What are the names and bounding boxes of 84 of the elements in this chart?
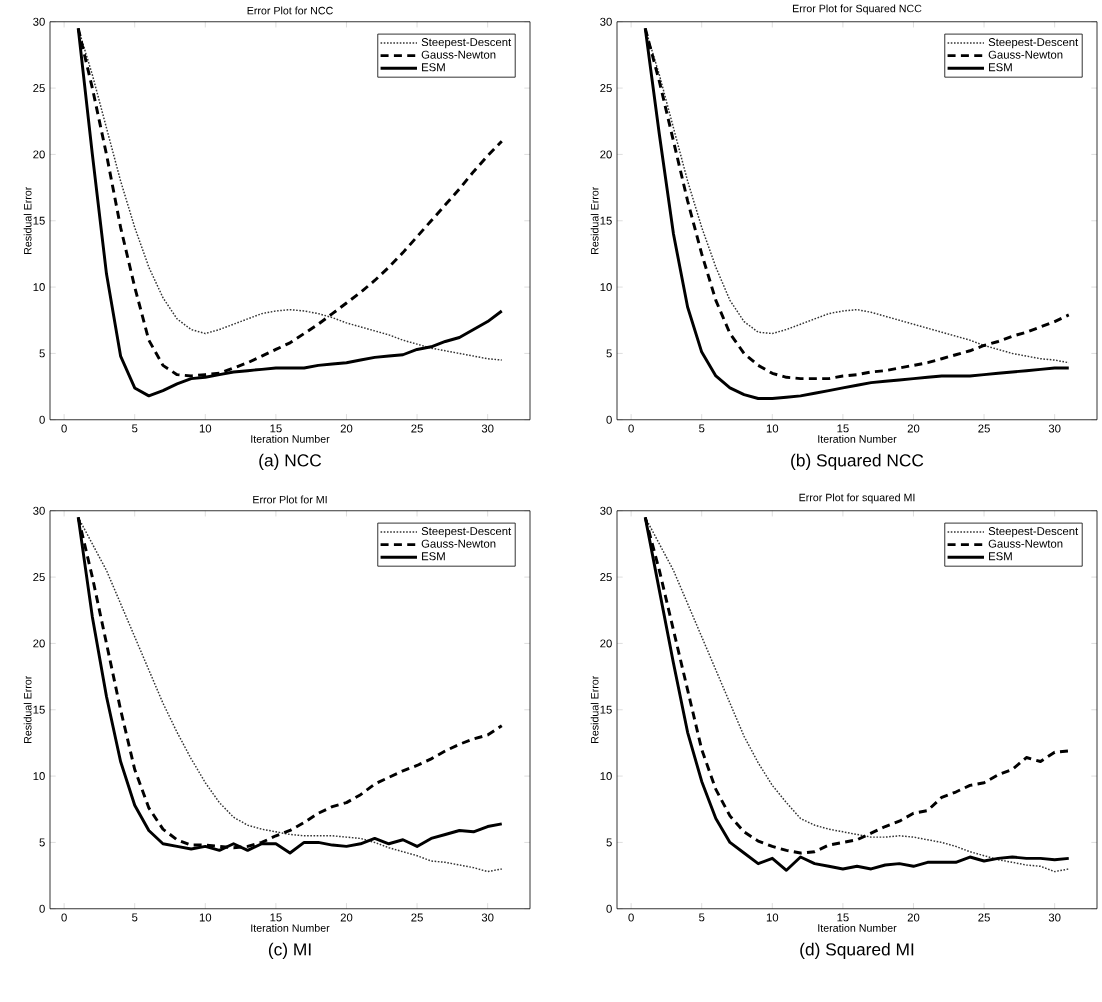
legend-label: Steepest-Descent xyxy=(421,38,512,49)
x-tick-label: 5 xyxy=(699,913,705,922)
legend-label: ESM xyxy=(989,552,1012,561)
x-tick-label: 15 xyxy=(270,913,282,922)
x-tick-label: 10 xyxy=(766,424,779,433)
legend-label: ESM xyxy=(989,63,1012,72)
x-tick-label: 5 xyxy=(132,424,138,433)
y-tick-label: 0 xyxy=(39,904,45,913)
chart-title: Error Plot for Squared NCC xyxy=(792,4,922,15)
y-tick-label: 5 xyxy=(39,349,45,358)
text: (b) Squared NCC xyxy=(791,453,924,471)
y-tick-label: 10 xyxy=(33,772,45,781)
y-tick-label: 30 xyxy=(600,506,612,515)
y-axis-title: Residual Error xyxy=(590,676,599,744)
x-tick-label: 30 xyxy=(481,424,494,433)
x-tick-label: 0 xyxy=(628,913,634,922)
x-tick-label: 0 xyxy=(61,913,67,922)
x-tick-label: 30 xyxy=(481,913,494,922)
x-tick-label: 5 xyxy=(699,424,705,433)
y-tick-label: 5 xyxy=(39,838,45,847)
x-tick-label: 25 xyxy=(978,913,990,922)
x-axis-title: Iteration Number xyxy=(251,924,330,932)
y-tick-label: 30 xyxy=(600,17,612,26)
legend-label: Gauss-Newton xyxy=(988,50,1063,59)
y-tick-label: 25 xyxy=(33,573,45,582)
text: (c) MI xyxy=(268,942,311,960)
y-tick-label: 30 xyxy=(33,506,45,515)
y-tick-label: 10 xyxy=(600,772,612,781)
chart-title: Error Plot for NCC xyxy=(247,6,333,15)
x-tick-label: 30 xyxy=(1048,913,1061,922)
y-tick-label: 30 xyxy=(33,17,45,26)
y-tick-label: 20 xyxy=(600,150,612,159)
text: (d) Squared MI xyxy=(800,942,914,960)
x-tick-label: 15 xyxy=(270,424,282,433)
x-axis-title: Iteration Number xyxy=(251,435,330,443)
legend-label: Steepest-Descent xyxy=(988,38,1079,49)
x-tick-label: 10 xyxy=(766,913,779,922)
y-tick-label: 5 xyxy=(606,838,612,847)
y-tick-label: 15 xyxy=(600,705,612,714)
y-tick-label: 25 xyxy=(600,84,612,93)
y-tick-label: 15 xyxy=(33,705,45,714)
y-tick-label: 15 xyxy=(33,216,45,225)
y-tick-label: 5 xyxy=(606,349,612,358)
y-tick-label: 20 xyxy=(600,639,612,648)
x-tick-label: 25 xyxy=(411,913,423,922)
y-tick-label: 20 xyxy=(33,639,45,648)
x-tick-label: 0 xyxy=(628,424,634,433)
x-tick-label: 15 xyxy=(837,424,849,433)
x-tick-label: 20 xyxy=(907,913,920,922)
legend-label: Gauss-Newton xyxy=(421,50,496,59)
text: (a) NCC xyxy=(259,453,322,471)
x-axis-title: Iteration Number xyxy=(818,435,897,443)
y-tick-label: 0 xyxy=(39,415,45,424)
x-tick-label: 5 xyxy=(132,913,138,922)
x-tick-label: 25 xyxy=(411,424,423,433)
y-tick-label: 10 xyxy=(33,283,45,292)
x-tick-label: 20 xyxy=(340,913,353,922)
y-tick-label: 15 xyxy=(600,216,612,225)
legend-label: Gauss-Newton xyxy=(988,539,1063,548)
x-tick-label: 0 xyxy=(61,424,67,433)
y-axis-title: Residual Error xyxy=(23,676,32,744)
legend-label: Gauss-Newton xyxy=(421,539,496,548)
x-tick-label: 10 xyxy=(199,913,212,922)
legend-label: Steepest-Descent xyxy=(988,527,1079,538)
y-axis-title: Residual Error xyxy=(23,187,32,255)
y-tick-label: 25 xyxy=(600,573,612,582)
chart-title: Error Plot for MI xyxy=(253,495,327,504)
x-tick-label: 20 xyxy=(340,424,353,433)
legend-label: Steepest-Descent xyxy=(421,527,512,538)
y-tick-label: 25 xyxy=(33,84,45,93)
legend-label: ESM xyxy=(422,552,445,561)
y-tick-label: 20 xyxy=(33,150,45,159)
x-tick-label: 25 xyxy=(978,424,990,433)
x-tick-label: 20 xyxy=(907,424,920,433)
y-tick-label: 10 xyxy=(600,283,612,292)
y-axis-title: Residual Error xyxy=(590,187,599,255)
x-tick-label: 10 xyxy=(199,424,212,433)
legend-label: ESM xyxy=(422,63,445,72)
chart-title: Error Plot for squared MI xyxy=(799,493,915,504)
y-tick-label: 0 xyxy=(606,904,612,913)
x-axis-title: Iteration Number xyxy=(818,924,897,932)
y-tick-label: 0 xyxy=(606,415,612,424)
x-tick-label: 15 xyxy=(837,913,849,922)
x-tick-label: 30 xyxy=(1048,424,1061,433)
